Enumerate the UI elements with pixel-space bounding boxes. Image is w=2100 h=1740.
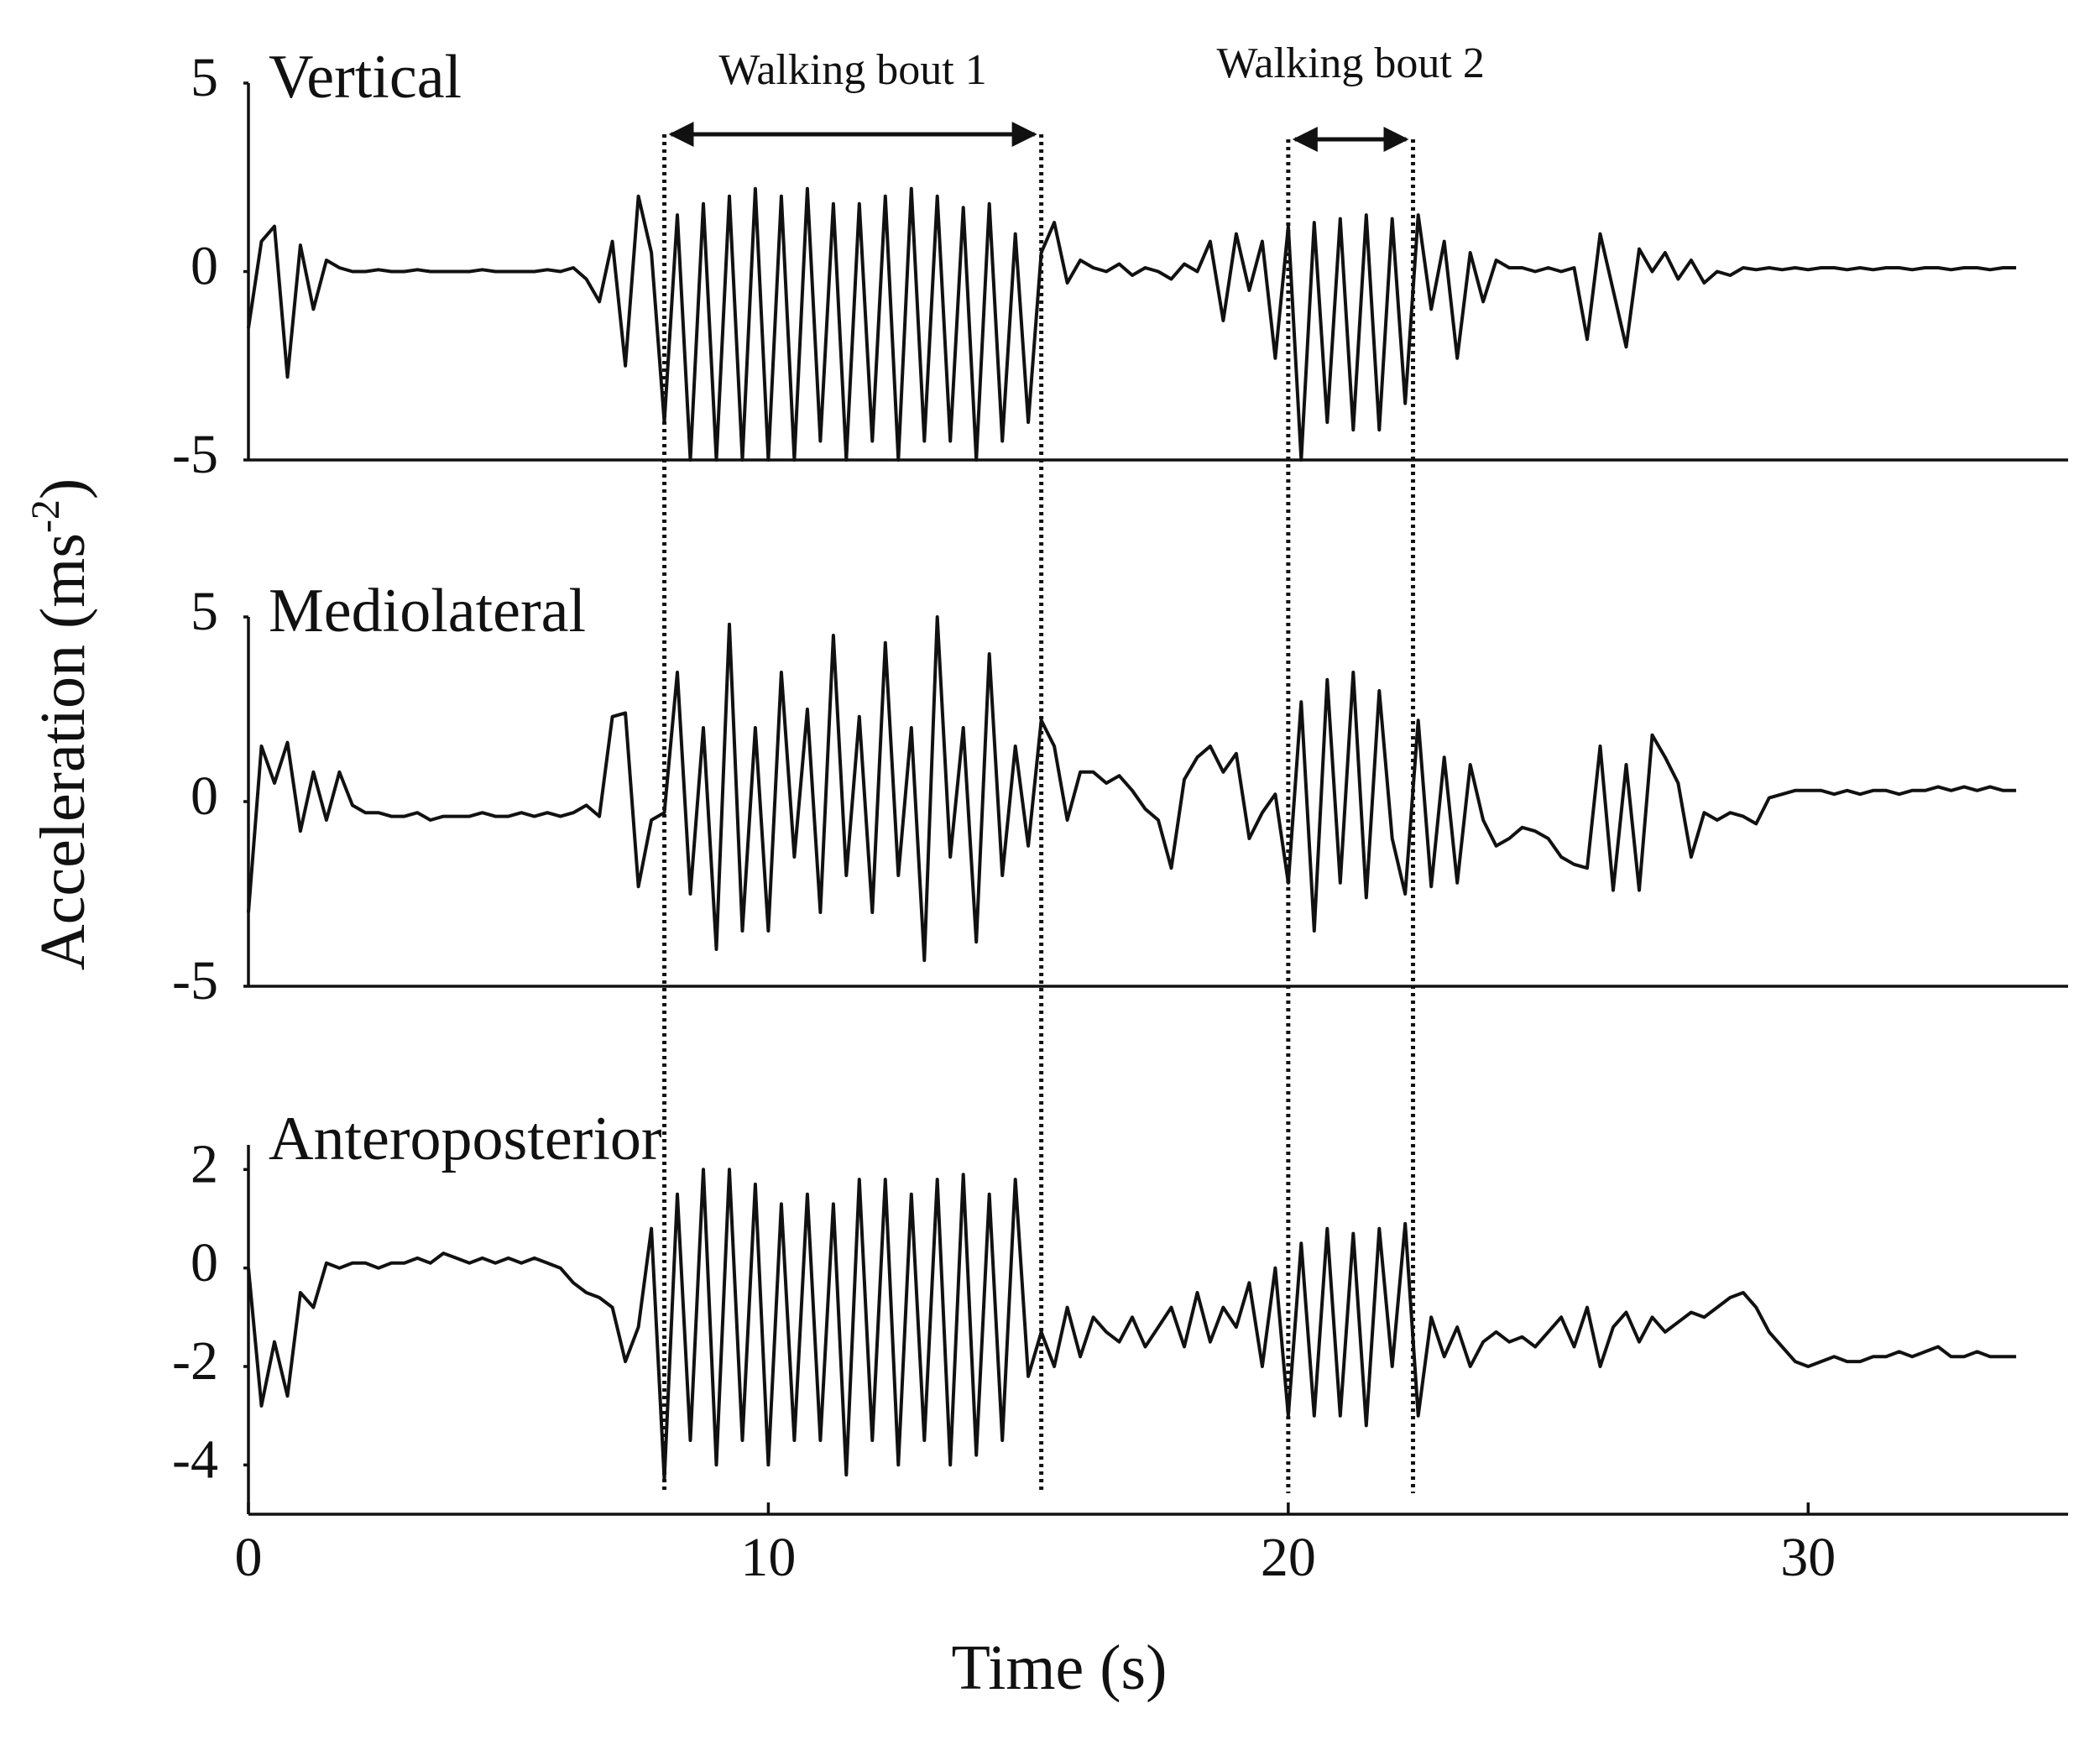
y-tick-label: 2	[191, 1133, 218, 1194]
y-tick-label: -5	[172, 424, 218, 485]
y-tick-label: 0	[191, 765, 218, 827]
signal-line	[247, 186, 2017, 462]
y-label-end: )	[28, 478, 98, 499]
y-tick-label: 5	[191, 581, 218, 642]
signal-line	[247, 615, 2017, 963]
x-tick-label: 0	[235, 1527, 263, 1588]
y-tick-label: -5	[172, 950, 218, 1011]
x-tick-label: 20	[1261, 1527, 1316, 1588]
y-label-sup: -2	[24, 499, 68, 533]
y-tick-label: 0	[191, 1232, 218, 1293]
panel-title: Vertical	[269, 43, 462, 112]
y-tick-label: 5	[191, 47, 218, 108]
x-tick-label: 30	[1780, 1527, 1836, 1588]
y-tick-label: 0	[191, 236, 218, 297]
y-tick-label: -2	[172, 1330, 218, 1392]
bout-label: Walking bout 2	[1217, 39, 1485, 87]
y-label-text: Acceleration (ms	[28, 533, 98, 970]
y-axis-label: Acceleration (ms-2)	[24, 478, 98, 971]
signal-line	[247, 1168, 2017, 1481]
x-tick-label: 10	[740, 1527, 796, 1588]
bout-label: Walking bout 1	[718, 46, 986, 94]
panel-title: Mediolateral	[269, 577, 586, 645]
x-axis-label: Time (s)	[952, 1633, 1168, 1703]
panel-title: Anteroposterior	[269, 1105, 662, 1173]
y-tick-label: -4	[172, 1429, 218, 1490]
